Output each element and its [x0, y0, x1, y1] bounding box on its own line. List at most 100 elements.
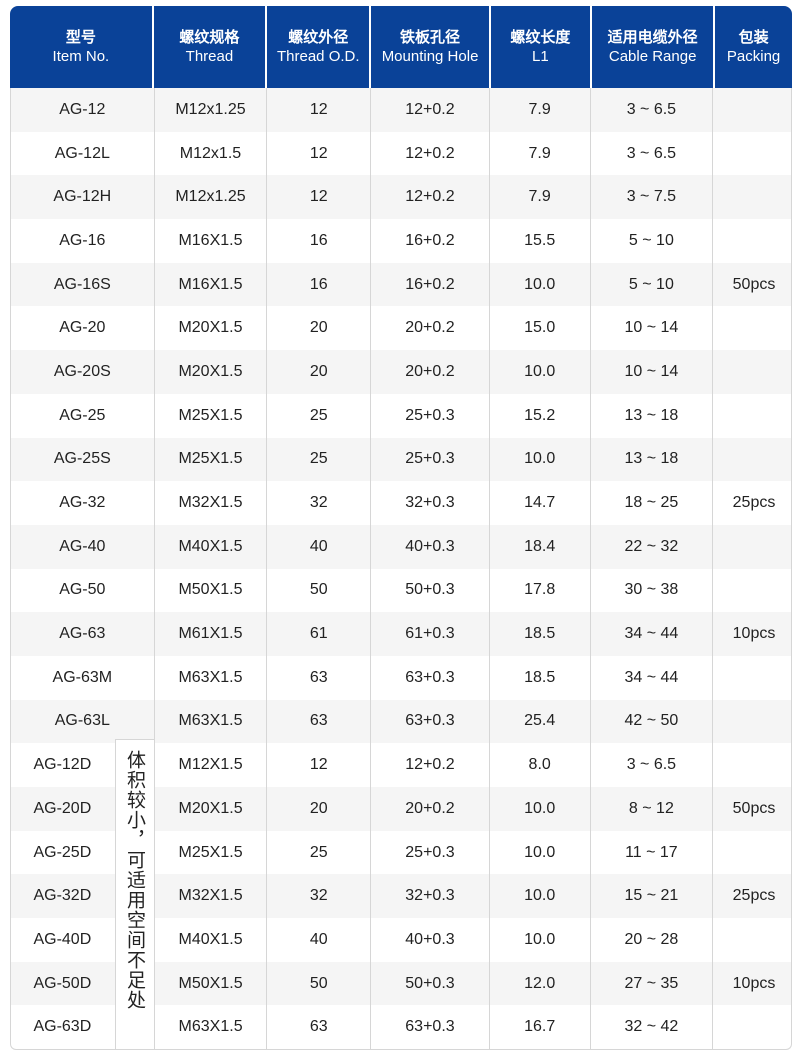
- table-cell: 7.9: [490, 131, 591, 176]
- table-row: AG-20 M20X1.5 20 20+0.2 15.0 10 ~ 14: [11, 306, 791, 351]
- header-cell: 适用电缆外径 Cable Range: [592, 6, 714, 88]
- table-cell: 32+0.3: [371, 874, 490, 919]
- table-cell: AG-63: [11, 612, 155, 656]
- table-cell: 63: [267, 655, 372, 700]
- table-cell: 15.0: [490, 306, 591, 351]
- table-cell: 61+0.3: [371, 612, 490, 656]
- table-cell: M16X1.5: [155, 262, 268, 307]
- table-cell: 12.0: [490, 961, 591, 1006]
- table-cell: 25+0.3: [371, 830, 490, 875]
- table-cell: 15 ~ 21: [591, 874, 714, 919]
- table-cell: 18.5: [490, 655, 591, 700]
- table-cell: 18 ~ 25: [591, 481, 714, 525]
- header-cell: 螺纹外径 Thread O.D.: [267, 6, 370, 88]
- table-cell: 40: [267, 918, 372, 962]
- table-cell: AG-63L: [11, 699, 155, 744]
- table-row: AG-63L M63X1.5 63 63+0.3 25.4 42 ~ 50: [11, 699, 791, 744]
- table-cell: 10 ~ 14: [591, 350, 714, 394]
- table-cell: 10.0: [490, 918, 591, 962]
- table-cell: M63X1.5: [155, 1005, 268, 1050]
- table-cell: M40X1.5: [155, 918, 268, 962]
- table-cell: 40+0.3: [371, 524, 490, 569]
- table-cell: AG-40: [11, 524, 155, 569]
- table-cell: 12: [267, 743, 372, 787]
- table-cell: M20X1.5: [155, 350, 268, 394]
- table-cell: 16+0.2: [371, 219, 490, 263]
- table-cell: AG-25: [11, 393, 155, 438]
- table-cell: M40X1.5: [155, 524, 268, 569]
- table-cell: 8 ~ 12: [591, 787, 714, 831]
- header-en: Cable Range: [608, 48, 697, 65]
- table-row: AG-12H M12x1.25 12 12+0.2 7.9 3 ~ 7.5: [11, 175, 791, 220]
- table-cell: 12: [267, 131, 372, 176]
- table-cell: M12x1.5: [155, 131, 268, 176]
- table-cell: AG-12: [11, 88, 155, 132]
- table-cell: 11 ~ 17: [591, 830, 714, 875]
- table-row: AG-16S M16X1.5 16 16+0.2 10.0 5 ~ 10: [11, 262, 791, 307]
- table-row: AG-63 M61X1.5 61 61+0.3 18.5 34 ~ 44: [11, 612, 791, 656]
- table-row: AG-25S M25X1.5 25 25+0.3 10.0 13 ~ 18: [11, 437, 791, 482]
- table-cell: 18.5: [490, 612, 591, 656]
- table-cell: 12+0.2: [371, 743, 490, 787]
- spec-table: 型号 Item No. 螺纹规格 Thread 螺纹外径 Thread O.D. 铁板孔径 M…: [10, 6, 792, 1051]
- packing-cell: 25pcs: [732, 887, 776, 905]
- table-cell: 63+0.3: [371, 699, 490, 744]
- table-row: AG-16 M16X1.5 16 16+0.2 15.5 5 ~ 10: [11, 219, 791, 263]
- header-en: Thread O.D.: [277, 48, 360, 65]
- note-text: 体积较小，可适用空间不足处: [124, 750, 146, 1010]
- table-cell: 16: [267, 219, 372, 263]
- table-cell: 12: [267, 175, 372, 220]
- table-cell: 3 ~ 6.5: [591, 131, 714, 176]
- table-cell: M61X1.5: [155, 612, 268, 656]
- header-en: Thread: [185, 48, 234, 65]
- table-cell: AG-32: [11, 481, 155, 525]
- table-cell: M63X1.5: [155, 655, 268, 700]
- table-cell: 27 ~ 35: [591, 961, 714, 1006]
- table-cell: 20: [267, 306, 372, 351]
- table-cell: M32X1.5: [155, 481, 268, 525]
- table-cell: M63X1.5: [155, 699, 268, 744]
- table-cell: AG-20: [11, 306, 155, 351]
- table-cell: 32: [267, 481, 372, 525]
- table-cell: 40: [267, 524, 372, 569]
- table-cell: 10.0: [490, 437, 591, 482]
- table-cell: AG-63M: [11, 655, 155, 700]
- header-cn: 螺纹规格: [179, 29, 240, 46]
- table-cell: 3 ~ 7.5: [591, 175, 714, 220]
- table-row: AG-12 M12x1.25 12 12+0.2 7.9 3 ~ 6.5: [11, 88, 791, 132]
- header-en: Packing: [726, 48, 781, 65]
- table-cell: 16: [267, 262, 372, 307]
- table-row: AG-12D M12X1.5 12 12+0.2 8.0 3 ~ 6.5: [11, 743, 791, 787]
- table-cell: 10.0: [490, 830, 591, 875]
- table-cell: 17.8: [490, 568, 591, 613]
- packing-cell: 10pcs: [732, 625, 776, 643]
- table-cell: 12+0.2: [371, 88, 490, 132]
- table-cell: 63+0.3: [371, 655, 490, 700]
- table-cell: 50: [267, 961, 372, 1006]
- table-cell: 3 ~ 6.5: [591, 88, 714, 132]
- table-cell: 25+0.3: [371, 393, 490, 438]
- table-cell: 7.9: [490, 88, 591, 132]
- table-cell: 12+0.2: [371, 131, 490, 176]
- table-header: 型号 Item No. 螺纹规格 Thread 螺纹外径 Thread O.D. 铁板孔径 M…: [10, 6, 792, 88]
- header-cn: 适用电缆外径: [607, 29, 698, 46]
- table-cell: 12+0.2: [371, 175, 490, 220]
- table-cell: 10.0: [490, 262, 591, 307]
- table-cell: M12x1.25: [155, 88, 268, 132]
- table-cell: M50X1.5: [155, 961, 268, 1006]
- table-cell: 5 ~ 10: [591, 219, 714, 263]
- table-row: AG-25D M25X1.5 25 25+0.3 10.0 11 ~ 17: [11, 830, 791, 875]
- table-cell: 3 ~ 6.5: [591, 743, 714, 787]
- table-cell: 30 ~ 38: [591, 568, 714, 613]
- table-cell: M25X1.5: [155, 393, 268, 438]
- table-cell: M50X1.5: [155, 568, 268, 613]
- packing-cell: 50pcs: [732, 275, 776, 293]
- header-en: L1: [532, 48, 549, 65]
- table-cell: 63: [267, 1005, 372, 1050]
- table-cell: M12X1.5: [155, 743, 268, 787]
- table-row: AG-25 M25X1.5 25 25+0.3 15.2 13 ~ 18: [11, 393, 791, 438]
- table-cell: M12x1.25: [155, 175, 268, 220]
- table-cell: M25X1.5: [155, 437, 268, 482]
- table-cell: M20X1.5: [155, 306, 268, 351]
- packing-cell: 25pcs: [732, 494, 776, 512]
